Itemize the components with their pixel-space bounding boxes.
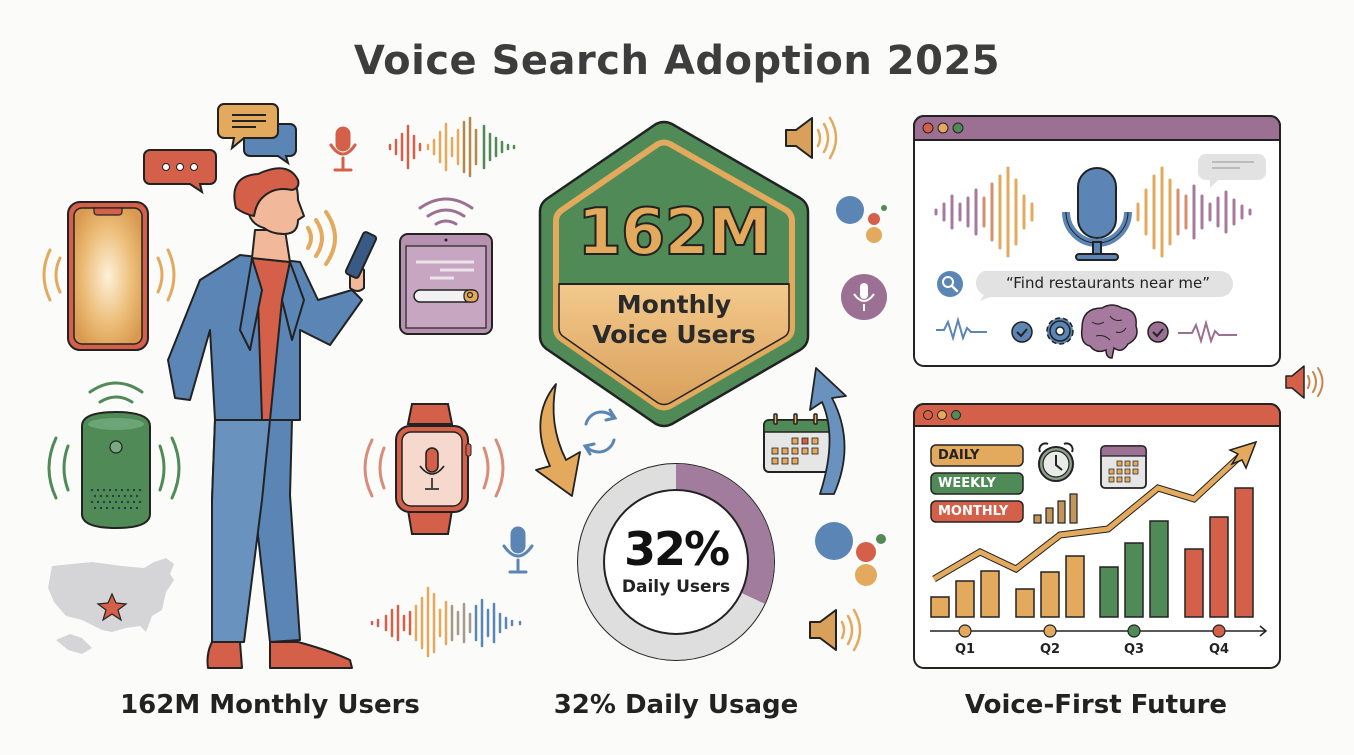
smartwatch-icon — [363, 403, 505, 535]
chart-bar — [1124, 542, 1144, 618]
chart-bar — [1065, 555, 1085, 618]
voice-query-text: “Find restaurants near me” — [1005, 274, 1211, 292]
quarter-label: Q2 — [1040, 642, 1061, 657]
curved-arrow-icon — [535, 383, 581, 497]
smart-speaker-icon — [47, 381, 181, 530]
donut-value: 32% — [623, 522, 730, 576]
legend-daily — [930, 444, 1024, 467]
microphone-button-icon — [841, 274, 887, 320]
badge-label-line1: Monthly — [616, 290, 732, 319]
microphone-icon — [1062, 167, 1132, 261]
chart-bar — [930, 596, 950, 618]
legend-label-daily: DAILY — [938, 448, 980, 463]
search-icon — [937, 271, 963, 297]
refresh-icon — [582, 408, 618, 456]
query-bubble — [976, 271, 1233, 301]
voice-search-window — [913, 115, 1281, 367]
chart-bar — [1234, 487, 1254, 618]
chart-bar — [955, 580, 975, 618]
signal-bars-icon — [1033, 493, 1078, 524]
page-title: Voice Search Adoption 2025 — [353, 38, 1001, 84]
speaker-icon — [1285, 365, 1324, 399]
chart-bar — [1099, 566, 1119, 618]
chart-bar — [1040, 571, 1060, 618]
chart-bar — [1149, 520, 1169, 618]
speaker-icon — [785, 116, 838, 160]
legend-monthly — [930, 500, 1024, 523]
chart-bar — [1015, 588, 1035, 618]
calendar-icon — [763, 413, 831, 473]
curved-arrow-icon — [809, 367, 847, 495]
sound-wave-icon — [370, 586, 522, 658]
monthly-users-badge — [538, 120, 810, 428]
quarter-label: Q1 — [955, 642, 976, 657]
quarter-label: Q3 — [1124, 642, 1145, 657]
person-illustration — [167, 167, 378, 669]
caption-voice-first: Voice-First Future — [964, 690, 1228, 720]
legend-label-weekly: WEEKLY — [938, 476, 996, 491]
smartphone-icon — [42, 201, 176, 351]
calendar-icon — [1100, 445, 1147, 489]
voice-assistant-icon — [815, 522, 886, 586]
speaker-icon — [809, 608, 862, 652]
check-icon — [1011, 321, 1033, 343]
gear-icon — [1046, 317, 1074, 345]
chart-bar — [1184, 548, 1204, 618]
caption-monthly-users: 162M Monthly Users — [120, 690, 420, 720]
alarm-clock-icon — [1038, 442, 1074, 482]
legend-label-monthly: MONTHLY — [938, 504, 1009, 519]
badge-label-line2: Voice Users — [592, 320, 756, 349]
microphone-icon — [419, 447, 445, 490]
chart-bar — [1209, 516, 1229, 618]
voice-assistant-icon — [836, 196, 887, 243]
caption-daily-usage: 32% Daily Usage — [553, 690, 799, 720]
quarter-label: Q4 — [1209, 642, 1230, 657]
sound-wave-icon — [388, 116, 516, 178]
brain-icon — [1080, 304, 1138, 359]
us-map-icon — [48, 558, 174, 654]
daily-users-donut — [577, 463, 775, 661]
donut-label: Daily Users — [621, 577, 731, 597]
chat-bubble-icon — [143, 103, 297, 195]
microphone-icon — [502, 526, 534, 574]
chart-bar — [980, 570, 1000, 618]
badge-value: 162M — [576, 195, 772, 271]
legend-weekly — [930, 472, 1024, 495]
microphone-icon — [329, 126, 357, 172]
check-icon — [1147, 321, 1169, 343]
tablet-icon — [399, 197, 493, 335]
growth-chart-window — [913, 403, 1281, 669]
